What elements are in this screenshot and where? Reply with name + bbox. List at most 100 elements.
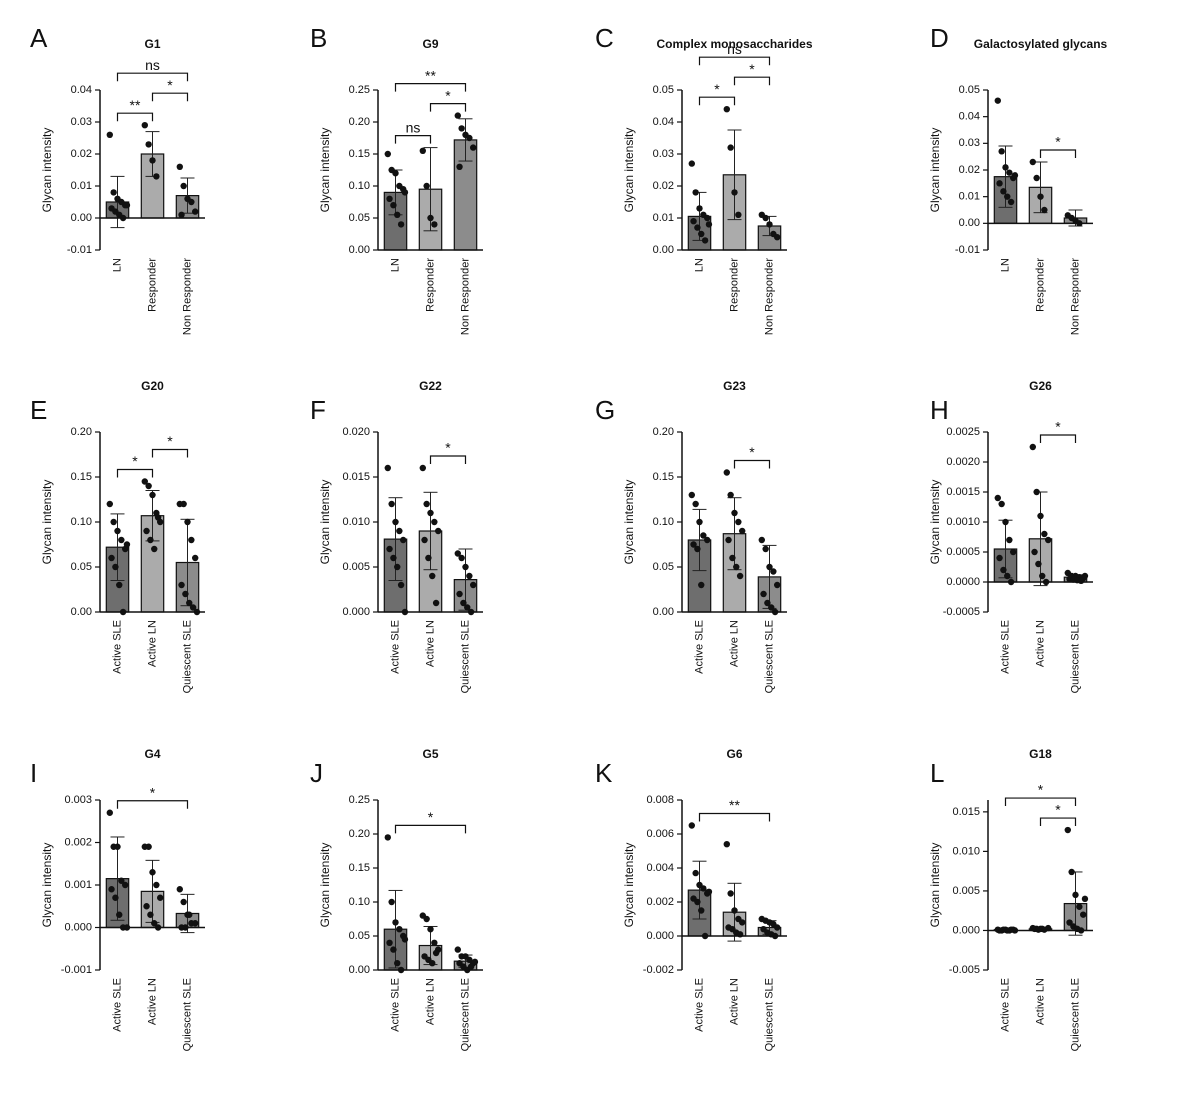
y-tick-label: 0.01 bbox=[653, 212, 674, 224]
data-point bbox=[423, 182, 430, 190]
data-point bbox=[704, 214, 711, 222]
data-point bbox=[392, 518, 399, 526]
data-point bbox=[178, 581, 185, 589]
x-tick-label: Active SLE bbox=[111, 620, 123, 674]
data-point bbox=[774, 924, 781, 931]
data-point bbox=[1007, 198, 1015, 206]
y-tick-label: 0.005 bbox=[952, 885, 980, 897]
y-tick-label: 0.05 bbox=[71, 561, 92, 573]
data-point bbox=[1002, 164, 1009, 171]
data-point bbox=[106, 500, 114, 508]
data-point bbox=[1010, 548, 1017, 556]
data-point bbox=[723, 106, 730, 113]
panel-letter: D bbox=[930, 23, 949, 53]
x-tick-label: Responder bbox=[1034, 258, 1046, 312]
data-point bbox=[768, 604, 775, 611]
y-tick-label: 0.000 bbox=[952, 924, 980, 936]
data-point bbox=[141, 478, 148, 485]
x-tick-label: LN bbox=[999, 258, 1011, 272]
data-point bbox=[704, 536, 711, 544]
data-point bbox=[180, 898, 187, 906]
data-point bbox=[735, 518, 742, 526]
data-point bbox=[192, 920, 199, 927]
x-tick-label: Responder bbox=[146, 258, 158, 312]
error-bar bbox=[727, 129, 742, 221]
data-point bbox=[1080, 911, 1087, 918]
data-point bbox=[390, 946, 397, 953]
x-tick-label: Active LN bbox=[1034, 620, 1046, 667]
y-tick-label: 0.02 bbox=[653, 180, 674, 192]
data-point bbox=[454, 946, 461, 953]
data-point bbox=[1041, 530, 1048, 538]
y-tick-label: 0.010 bbox=[952, 845, 980, 857]
significance-label: * bbox=[1038, 782, 1044, 798]
y-tick-label: 0.05 bbox=[653, 561, 674, 573]
data-point bbox=[766, 563, 773, 571]
x-tick-label: Quiescent SLE bbox=[459, 620, 471, 693]
significance-label: ns bbox=[727, 41, 742, 57]
x-tick-label: Active LN bbox=[728, 978, 740, 1025]
data-point bbox=[151, 545, 158, 553]
panel-letter: J bbox=[310, 758, 323, 788]
y-tick-label: 0.05 bbox=[959, 84, 980, 96]
x-tick-label: Non Responder bbox=[763, 258, 775, 335]
y-tick-label: -0.002 bbox=[643, 964, 674, 976]
x-tick-label: Responder bbox=[424, 258, 436, 312]
data-point bbox=[698, 581, 705, 589]
y-axis-label: Glycan intensity bbox=[928, 480, 942, 565]
y-tick-label: -0.01 bbox=[67, 244, 92, 256]
data-point bbox=[400, 536, 407, 544]
data-point bbox=[694, 898, 701, 906]
data-point bbox=[114, 527, 121, 535]
data-point bbox=[401, 936, 409, 943]
data-point bbox=[705, 221, 713, 228]
data-point bbox=[176, 163, 183, 170]
significance-bracket bbox=[698, 56, 771, 66]
significance-bracket bbox=[116, 468, 154, 478]
data-point bbox=[388, 500, 395, 508]
data-point bbox=[723, 841, 730, 848]
significance-label: * bbox=[1055, 419, 1061, 435]
panel-letter: F bbox=[310, 395, 326, 425]
data-point bbox=[764, 599, 771, 607]
chart-title: G6 bbox=[726, 747, 742, 761]
data-point bbox=[1004, 572, 1011, 580]
data-point bbox=[1041, 206, 1048, 214]
y-tick-label: 0.002 bbox=[646, 896, 674, 908]
y-axis-label: Glycan intensity bbox=[318, 480, 332, 565]
data-point bbox=[192, 554, 199, 562]
data-point bbox=[1006, 169, 1013, 176]
y-tick-label: 0.003 bbox=[64, 794, 92, 806]
y-tick-label: 0.25 bbox=[349, 84, 370, 96]
data-point bbox=[466, 572, 473, 580]
data-point bbox=[696, 518, 703, 526]
data-point bbox=[112, 563, 119, 571]
x-tick-label: Active SLE bbox=[693, 978, 705, 1032]
y-tick-label: 0.10 bbox=[349, 896, 370, 908]
data-point bbox=[460, 599, 467, 607]
data-point bbox=[384, 834, 391, 841]
data-point bbox=[700, 885, 707, 892]
y-tick-label: 0.00 bbox=[653, 606, 674, 618]
data-point bbox=[998, 500, 1005, 508]
data-point bbox=[180, 182, 187, 190]
chart-title: G9 bbox=[422, 37, 438, 51]
y-tick-label: 0.03 bbox=[653, 148, 674, 160]
data-point bbox=[106, 809, 114, 816]
significance-label: * bbox=[749, 444, 755, 460]
data-point bbox=[419, 147, 426, 154]
y-tick-label: 0.000 bbox=[646, 930, 674, 942]
data-point bbox=[153, 173, 160, 180]
y-tick-label: 0.00 bbox=[349, 244, 370, 256]
y-tick-label: 0.04 bbox=[959, 111, 980, 123]
data-point bbox=[735, 211, 742, 218]
data-point bbox=[458, 125, 465, 132]
data-point bbox=[456, 590, 463, 598]
data-point bbox=[116, 581, 123, 589]
data-point bbox=[688, 160, 695, 167]
data-point bbox=[394, 563, 401, 571]
data-point bbox=[731, 189, 738, 196]
y-tick-label: 0.15 bbox=[349, 148, 370, 160]
y-tick-label: 0.000 bbox=[64, 921, 92, 933]
y-axis-label: Glycan intensity bbox=[622, 480, 636, 565]
